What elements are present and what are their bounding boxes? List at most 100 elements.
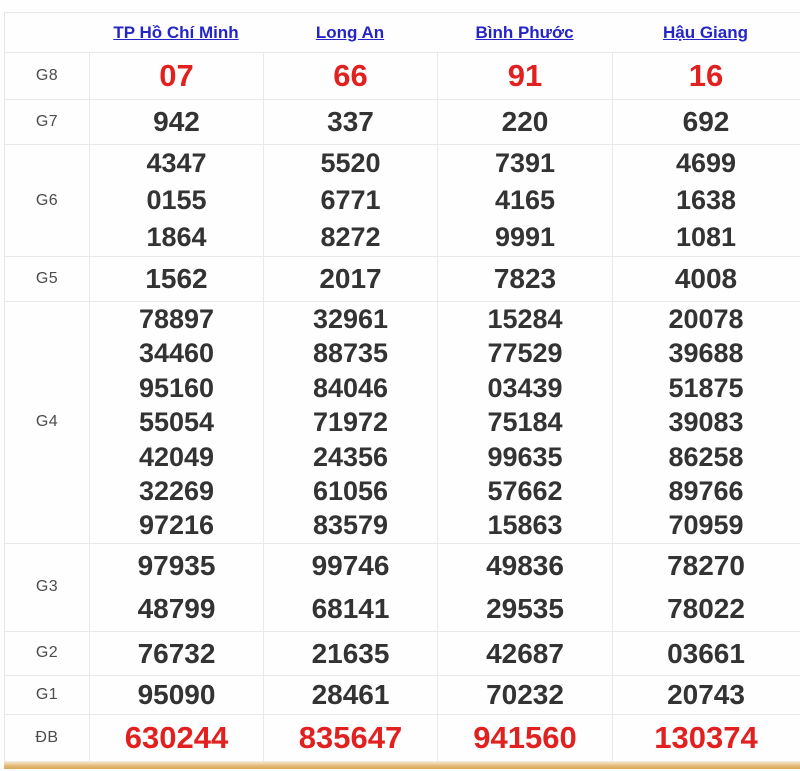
result-number: 75184 <box>487 407 563 438</box>
result-number: 29535 <box>486 593 564 625</box>
result-cell-g5-col4: 4008 <box>612 257 799 301</box>
result-cell-g2-col3: 42687 <box>437 631 612 675</box>
prize-label-g3: G3 <box>35 578 59 596</box>
result-number: 88735 <box>312 338 389 369</box>
result-number: 57662 <box>487 476 563 507</box>
result-number: 78270 <box>667 549 745 581</box>
result-cell-g8-col2: 66 <box>263 53 437 99</box>
result-number: 130374 <box>654 719 758 755</box>
prize-rows-container: G8 07 66 91 16 G7 942 337 220 692 G6 4347 0155 1864 55… <box>5 53 800 762</box>
result-cell-g3-col3: 49836 29535 <box>437 543 612 631</box>
prize-row-g8: G8 07 66 91 16 <box>5 53 800 100</box>
result-cell-db-col2: 835647 <box>263 714 437 761</box>
prize-label-g8: G8 <box>35 67 59 84</box>
lottery-results-table: TP Hồ Chí Minh Long An Bình Phước Hậu Gi… <box>4 12 800 762</box>
result-number: 86258 <box>668 441 744 472</box>
result-number: 4347 <box>146 148 207 178</box>
result-cell-g8-col1: 07 <box>89 53 263 99</box>
province-link-long-an[interactable]: Long An <box>315 22 385 42</box>
result-number: 9991 <box>494 222 556 252</box>
result-cell-g4-col2: 32961 88735 84046 71972 24356 61056 83579 <box>263 302 437 543</box>
result-number: 942 <box>153 106 200 137</box>
result-cell-g1-col2: 28461 <box>263 675 437 714</box>
result-number: 61056 <box>312 476 389 507</box>
result-number: 1562 <box>145 263 208 294</box>
result-number: 78897 <box>138 304 215 334</box>
prize-row-g4: G4 78897 34460 95160 55054 42049 32269 97216 329… <box>5 302 800 544</box>
header-cell-binh-phuoc: Bình Phước <box>437 23 612 43</box>
result-number: 337 <box>327 106 374 137</box>
result-number: 03439 <box>487 372 563 403</box>
result-number: 70232 <box>486 678 564 710</box>
result-number: 39083 <box>668 407 744 438</box>
prize-row-g3: G3 97935 48799 99746 68141 49836 29535 78270 780… <box>5 543 800 632</box>
result-cell-g3-col4: 78270 78022 <box>612 543 799 631</box>
prize-row-g1: G1 95090 28461 70232 20743 <box>5 675 800 715</box>
result-number: 32961 <box>312 304 389 334</box>
province-link-hau-giang[interactable]: Hậu Giang <box>662 22 748 42</box>
result-number: 42687 <box>486 637 564 669</box>
result-number: 99746 <box>311 549 390 581</box>
result-number: 15284 <box>487 304 563 334</box>
result-number: 77529 <box>487 338 563 369</box>
result-number: 48799 <box>137 593 216 625</box>
result-cell-g1-col3: 70232 <box>437 675 612 714</box>
result-number: 6771 <box>320 185 381 215</box>
result-number: 51875 <box>668 372 744 403</box>
result-cell-g6-col3: 7391 4165 9991 <box>437 145 612 256</box>
result-cell-g8-col4: 16 <box>612 53 799 99</box>
result-number: 34460 <box>138 338 215 369</box>
result-number: 5520 <box>320 148 381 178</box>
province-link-binh-phuoc[interactable]: Bình Phước <box>475 22 574 42</box>
result-cell-db-col3: 941560 <box>437 714 612 761</box>
result-number: 76732 <box>137 637 216 669</box>
result-cell-g1-col4: 20743 <box>612 675 799 714</box>
result-cell-g5-col2: 2017 <box>263 257 437 301</box>
result-cell-g6-col1: 4347 0155 1864 <box>89 145 263 256</box>
result-number: 20743 <box>667 678 745 710</box>
result-cell-g6-col2: 5520 6771 8272 <box>263 145 437 256</box>
header-cell-hau-giang: Hậu Giang <box>612 23 799 43</box>
result-number: 0155 <box>146 185 207 215</box>
result-number: 21635 <box>311 637 390 669</box>
result-number: 16 <box>688 58 724 93</box>
header-cell-tp-ho-chi-minh: TP Hồ Chí Minh <box>89 23 263 43</box>
result-number: 32269 <box>138 476 215 507</box>
result-number: 97935 <box>137 549 216 581</box>
prize-label-g7: G7 <box>35 113 59 130</box>
result-number: 55054 <box>138 407 215 438</box>
result-number: 835647 <box>298 719 403 755</box>
result-number: 1638 <box>675 185 737 215</box>
header-row: TP Hồ Chí Minh Long An Bình Phước Hậu Gi… <box>5 13 800 53</box>
result-number: 95090 <box>137 678 216 710</box>
prize-label-g4: G4 <box>35 413 59 431</box>
result-cell-db-col1: 630244 <box>89 714 263 761</box>
result-number: 71972 <box>312 407 389 438</box>
province-link-tp-ho-chi-minh[interactable]: TP Hồ Chí Minh <box>113 22 239 42</box>
result-number: 4699 <box>675 148 737 178</box>
result-number: 1081 <box>675 222 737 252</box>
prize-row-g7: G7 942 337 220 692 <box>5 100 800 145</box>
result-number: 83579 <box>312 510 389 541</box>
result-number: 39688 <box>668 338 744 369</box>
result-cell-g4-col4: 20078 39688 51875 39083 86258 89766 70959 <box>612 302 799 543</box>
result-cell-g5-col1: 1562 <box>89 257 263 301</box>
result-number: 70959 <box>668 510 744 541</box>
result-cell-g2-col4: 03661 <box>612 631 799 675</box>
result-number: 42049 <box>138 441 215 472</box>
result-number: 220 <box>501 106 549 137</box>
result-number: 91 <box>507 58 543 93</box>
bottom-accent-bar <box>4 762 800 769</box>
result-number: 78022 <box>667 593 745 625</box>
result-cell-g1-col1: 95090 <box>89 675 263 714</box>
result-number: 24356 <box>312 441 389 472</box>
result-number: 95160 <box>138 372 215 403</box>
result-number: 89766 <box>668 476 744 507</box>
result-number: 7391 <box>494 148 556 178</box>
header-cell-long-an: Long An <box>263 23 437 43</box>
result-cell-g8-col3: 91 <box>437 53 612 99</box>
result-number: 20078 <box>668 304 744 334</box>
result-number: 97216 <box>138 510 215 541</box>
result-number: 1864 <box>146 222 207 252</box>
